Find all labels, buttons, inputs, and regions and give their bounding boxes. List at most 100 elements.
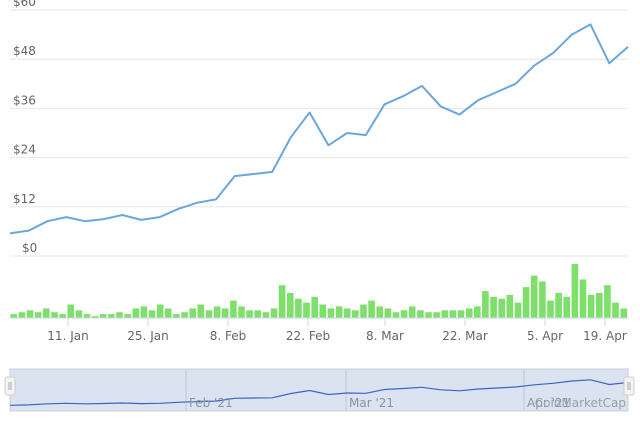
navigator-left-handle[interactable] — [4, 376, 16, 396]
volume-bar — [563, 296, 570, 318]
y-axis-labels: $0 $12 $24 $36 $48 $60 — [13, 0, 37, 255]
volume-bar — [596, 292, 603, 318]
volume-bar — [425, 312, 432, 318]
volume-bar — [449, 310, 457, 318]
navigator-line — [9, 379, 629, 406]
volume-bar — [555, 292, 562, 318]
volume-bar — [181, 312, 188, 318]
x-tick-label: 8. Feb — [210, 329, 247, 343]
volume-bar — [108, 314, 115, 318]
volume-bars — [10, 264, 627, 318]
volume-bar — [213, 306, 221, 318]
y-tick-label: $12 — [13, 192, 36, 206]
volume-bar — [343, 308, 351, 318]
volume-bar — [230, 300, 237, 318]
volume-bar — [335, 306, 343, 318]
y-tick-label: $36 — [13, 93, 36, 107]
volume-bar — [124, 314, 131, 318]
y-tick-label: $48 — [13, 44, 36, 58]
navigator-label: Feb '21 — [189, 396, 233, 410]
volume-bar — [278, 285, 286, 318]
volume-bar — [433, 312, 440, 318]
y-tick-label: $0 — [22, 241, 37, 255]
volume-bar — [579, 279, 587, 318]
chart-credit: CoinMarketCap — [535, 396, 626, 410]
y-tick-label: $24 — [13, 143, 36, 157]
volume-bar — [392, 312, 400, 318]
volume-bar — [604, 285, 611, 318]
volume-bar — [441, 310, 449, 318]
x-axis-labels: 11. Jan 25. Jan 8. Feb 22. Feb 8. Mar 22. Mar… — [47, 318, 627, 343]
volume-bar — [360, 304, 367, 318]
x-tick-label: 5. Apr — [527, 329, 563, 343]
volume-bar — [99, 314, 107, 318]
volume-bar — [506, 294, 514, 318]
volume-bar — [522, 287, 530, 318]
volume-bar — [51, 312, 58, 318]
volume-bar — [116, 312, 123, 318]
volume-bar — [400, 310, 408, 318]
y-tick-label: $60 — [13, 0, 36, 9]
x-tick-label: 22. Mar — [442, 329, 488, 343]
volume-bar — [221, 308, 229, 318]
volume-bar — [140, 306, 148, 318]
volume-bar — [514, 302, 522, 318]
volume-bar — [547, 300, 554, 318]
volume-bar — [43, 308, 50, 318]
volume-bar — [465, 308, 473, 318]
volume-bar — [262, 312, 270, 318]
volume-bar — [587, 294, 595, 318]
volume-bar — [376, 306, 383, 318]
volume-bar — [417, 310, 424, 318]
volume-bar — [197, 304, 205, 318]
volume-bar — [26, 310, 34, 318]
volume-bar — [156, 304, 164, 318]
volume-bar — [34, 312, 42, 318]
volume-bar — [384, 308, 392, 318]
price-line — [9, 23, 629, 235]
x-tick-label: 22. Feb — [286, 329, 330, 343]
x-tick-label: 25. Jan — [127, 329, 168, 343]
volume-bar — [165, 308, 172, 318]
volume-bar — [457, 310, 465, 318]
volume-bar — [246, 310, 253, 318]
volume-bar — [59, 314, 66, 318]
volume-bar — [132, 308, 140, 318]
volume-bar — [482, 291, 489, 318]
volume-bar — [148, 310, 156, 318]
x-tick-label: 8. Mar — [366, 329, 404, 343]
volume-bar — [539, 281, 546, 318]
navigator-label: Mar '21 — [349, 396, 394, 410]
volume-bar — [18, 312, 26, 318]
volume-bar — [352, 310, 359, 318]
volume-bar — [287, 292, 294, 318]
volume-bar — [295, 298, 302, 318]
volume-bar — [408, 306, 416, 318]
navigator-right-handle[interactable] — [623, 376, 635, 396]
volume-bar — [498, 298, 505, 318]
volume-bar — [75, 310, 83, 318]
volume-bar — [319, 304, 327, 318]
volume-bar — [254, 310, 261, 318]
volume-bar — [189, 308, 196, 318]
volume-bar — [368, 300, 375, 318]
volume-bar — [327, 308, 335, 318]
volume-bar — [474, 306, 481, 318]
x-tick-label: 11. Jan — [47, 329, 88, 343]
volume-bar — [303, 302, 310, 318]
x-tick-label: 19. Apr — [583, 329, 627, 343]
volume-bar — [311, 296, 318, 318]
volume-bar — [490, 296, 497, 318]
volume-bar — [530, 275, 538, 318]
navigator-background[interactable] — [9, 368, 629, 412]
volume-bar — [67, 304, 74, 318]
volume-bar — [612, 302, 619, 318]
navigator-label: Apr '21 — [527, 396, 570, 410]
volume-bar — [620, 308, 627, 318]
volume-bar — [173, 314, 180, 318]
volume-bar — [10, 314, 18, 318]
volume-bar — [91, 316, 99, 318]
navigator[interactable]: Feb '21 Mar '21 Apr '21 CoinMarketCap — [4, 368, 635, 412]
volume-bar — [205, 310, 213, 318]
